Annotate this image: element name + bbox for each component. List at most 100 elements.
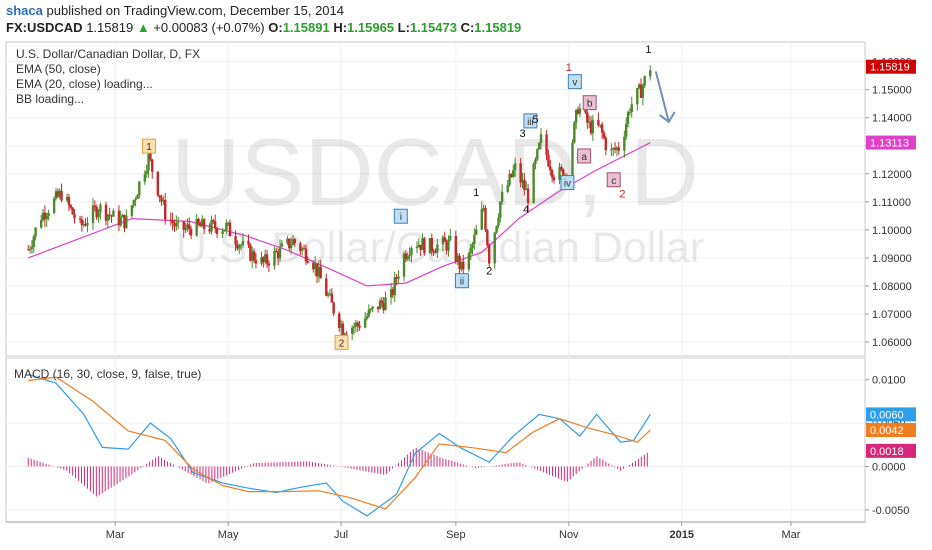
- candle-body: [71, 207, 74, 215]
- wave-label-text: 1: [146, 142, 152, 153]
- candle-body: [30, 246, 34, 249]
- candle-body: [584, 108, 587, 113]
- candle-body: [560, 167, 563, 170]
- candle-body: [369, 308, 372, 310]
- last-price-tag: 1.15819: [870, 62, 910, 74]
- publish-header: shaca published on TradingView.com, Dece…: [0, 0, 932, 42]
- candle-body: [376, 306, 380, 310]
- candle-body: [513, 163, 517, 171]
- price-legend: U.S. Dollar/Canadian Dollar, D, FX EMA (…: [16, 47, 200, 106]
- candle-body: [558, 167, 561, 181]
- candle-body: [624, 123, 628, 137]
- price-pane[interactable]: [5, 41, 866, 357]
- price-tick-label: 1.06000: [872, 337, 912, 349]
- candle-body: [378, 300, 382, 310]
- last-price: 1.15819: [86, 20, 134, 35]
- macd-value-tag-bg: [866, 407, 916, 422]
- candle-body: [460, 261, 463, 270]
- candle-body: [326, 294, 330, 296]
- candle-body: [69, 205, 72, 208]
- candle-body: [112, 210, 115, 217]
- legend-bb: BB loading...: [16, 92, 84, 106]
- candle-body: [432, 250, 435, 253]
- candle-body: [493, 232, 496, 264]
- candle-body: [534, 159, 537, 165]
- candle-body: [419, 244, 422, 251]
- price-tick-label: 1.11000: [872, 197, 911, 209]
- candle-body: [149, 152, 152, 160]
- author-link[interactable]: shaca: [6, 3, 43, 18]
- time-tick-label: Sep: [446, 529, 466, 541]
- wave-label-text: iii: [527, 117, 534, 128]
- publish-line: shaca published on TradingView.com, Dece…: [6, 3, 344, 18]
- price-tick-label: 1.10000: [872, 225, 912, 237]
- candle-body: [210, 220, 213, 232]
- candle-body: [319, 266, 322, 279]
- macd-tick-label: 0.0000: [872, 461, 906, 473]
- candle-body: [304, 248, 308, 262]
- candle-body: [160, 197, 163, 202]
- candle-body: [408, 255, 411, 257]
- candle-body: [573, 122, 576, 143]
- wave-label-text: 2: [619, 188, 625, 200]
- wave-label-text: 2: [339, 338, 345, 349]
- candle-body: [521, 179, 524, 183]
- signal-line: [28, 376, 651, 510]
- candle-body: [108, 214, 111, 216]
- candle-body: [600, 124, 604, 133]
- candle-body: [574, 109, 578, 123]
- candle-body: [382, 303, 385, 311]
- candle-body: [278, 246, 282, 259]
- candle-body: [80, 219, 84, 226]
- candle-body: [265, 254, 269, 264]
- close-label: C:: [460, 20, 475, 35]
- open-label: O:: [268, 20, 283, 35]
- candle-body: [226, 222, 230, 224]
- candle-body: [151, 159, 154, 172]
- candle-body: [367, 309, 371, 317]
- candle-body: [508, 173, 511, 185]
- low-value: 1.15473: [409, 20, 457, 35]
- candle-body: [523, 179, 526, 190]
- candle-body: [393, 277, 396, 296]
- candle-body: [251, 251, 254, 261]
- ema-value-tag: 1.13113: [870, 138, 909, 150]
- wave-label-box: [560, 175, 575, 191]
- macd-pane[interactable]: [5, 357, 866, 523]
- candle-body: [436, 244, 439, 253]
- candle-body: [495, 225, 498, 233]
- candle-body: [306, 261, 309, 263]
- candle-body: [587, 121, 591, 123]
- candle-body: [263, 254, 267, 263]
- candle-body: [358, 325, 361, 328]
- candle-body: [95, 207, 98, 218]
- candle-body: [247, 240, 250, 245]
- candle-body: [612, 148, 615, 150]
- candle-body: [158, 195, 161, 198]
- signal-value-tag-bg: [866, 423, 916, 438]
- candle-body: [273, 250, 276, 266]
- candle-body: [545, 134, 548, 156]
- price-tick-label: 1.09000: [872, 253, 912, 265]
- ema-50-polyline: [27, 142, 651, 287]
- candle-body: [536, 149, 539, 160]
- candle-body: [562, 169, 565, 181]
- candle-body: [449, 235, 452, 240]
- down-arrow-icon: [654, 71, 676, 124]
- wave-label-text: 5: [532, 114, 538, 126]
- candle-body: [39, 220, 43, 228]
- candle-body: [289, 245, 293, 249]
- candle-body: [525, 188, 528, 190]
- price-tick-label: 1.08000: [872, 281, 912, 293]
- candle-body: [506, 184, 509, 192]
- legend-title: U.S. Dollar/Canadian Dollar, D, FX: [16, 47, 200, 61]
- price-change: +0.00083 (+0.07%): [153, 20, 265, 35]
- candle-body: [34, 227, 37, 237]
- candle-body: [402, 253, 406, 277]
- candle-body: [199, 224, 202, 227]
- time-tick-label: Nov: [559, 529, 579, 541]
- symbol-name: FX:USDCAD: [6, 20, 83, 35]
- candle-body: [639, 84, 643, 98]
- wave-label-box: [582, 95, 597, 111]
